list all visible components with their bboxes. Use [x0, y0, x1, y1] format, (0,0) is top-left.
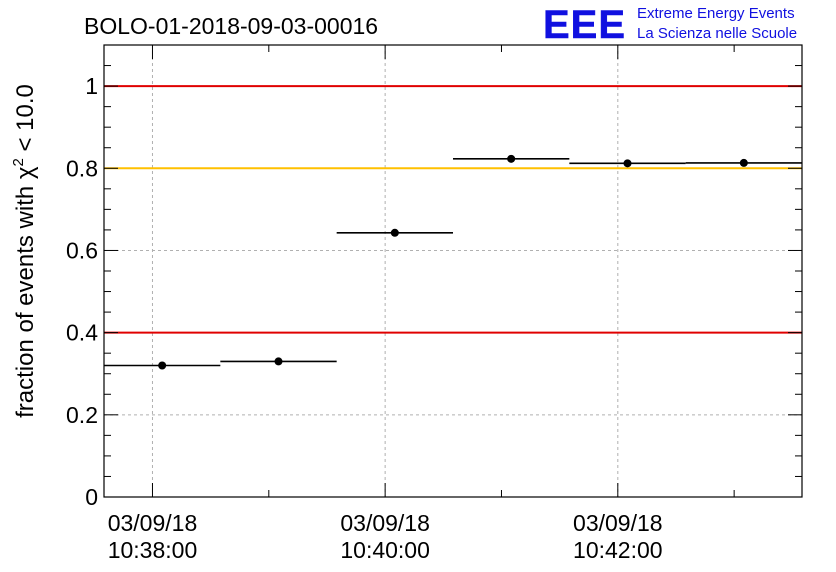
- x-tick-label-date: 03/09/18: [108, 510, 198, 536]
- y-tick-label: 0.4: [66, 320, 98, 346]
- y-tick-label: 0: [85, 484, 98, 510]
- x-tick-label-time: 10:40:00: [340, 537, 430, 563]
- data-point: [158, 361, 167, 370]
- data-point: [390, 228, 399, 237]
- data-point: [739, 158, 748, 167]
- data-points: [158, 154, 748, 370]
- eee-logo-mark: EEE: [543, 3, 626, 47]
- y-tick-label: 0.6: [66, 237, 98, 263]
- y-tick-label: 0.2: [66, 402, 98, 428]
- y-tick-labels: 0 0.2 0.4 0.6 0.8 1: [66, 73, 98, 510]
- data-point: [623, 159, 632, 168]
- y-axis-label-suffix: < 10.0: [12, 84, 39, 158]
- data-point: [274, 357, 283, 366]
- x-tick-labels: 03/09/1810:38:0003/09/1810:40:0003/09/18…: [108, 510, 663, 563]
- x-tick-label-time: 10:38:00: [108, 537, 198, 563]
- x-tick-label-date: 03/09/18: [340, 510, 430, 536]
- axis-ticks: [104, 44, 802, 498]
- chart-title: BOLO-01-2018-09-03-00016: [84, 13, 378, 39]
- data-point: [507, 154, 516, 163]
- y-axis-label: fraction of events with χ2 < 10.0: [10, 84, 39, 418]
- y-axis-label-symbol: χ: [12, 166, 39, 179]
- eee-logo-line-1: Extreme Energy Events: [637, 5, 795, 22]
- eee-logo-line-2: La Scienza nelle Scuole: [637, 25, 797, 42]
- y-tick-label: 0.8: [66, 155, 98, 181]
- reference-lines: [104, 85, 802, 334]
- x-tick-label-time: 10:42:00: [573, 537, 663, 563]
- grid-lines: [104, 45, 802, 497]
- eee-logo: EEE Extreme Energy Events La Scienza nel…: [543, 3, 797, 48]
- y-axis-label-prefix: fraction of events with: [12, 179, 39, 418]
- y-tick-label: 1: [85, 73, 98, 99]
- plot-frame: [103, 44, 803, 498]
- data-error-bars: [104, 158, 802, 367]
- x-tick-label-date: 03/09/18: [573, 510, 663, 536]
- y-axis-label-superscript: 2: [10, 158, 27, 166]
